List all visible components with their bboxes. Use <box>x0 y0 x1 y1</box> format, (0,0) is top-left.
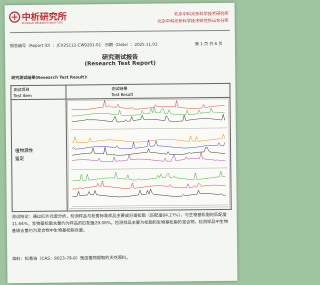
spectra-cell <box>66 97 231 211</box>
spectra-image <box>67 98 231 210</box>
header-en: Test Item <box>13 93 65 99</box>
header-rule <box>10 30 230 33</box>
subtitle: (Research Test Report) <box>5 60 235 68</box>
conclusion: 染料：松香油（CAS：8023-79-8）是由植物提取的天然原料。 <box>12 253 232 262</box>
header-en: Test Result <box>111 91 229 97</box>
report-date: 日期（Date）：2025.11.01 <box>105 42 158 48</box>
branch-name: 北京中科光析科学技术研究所山东分所 <box>157 18 228 25</box>
logo-icon <box>9 11 21 23</box>
row-label-cell: 植物源性鉴定 <box>11 99 67 212</box>
report-id: 报告编号（Report ID）：JCX25112-CW9201-01 <box>10 42 101 48</box>
row-label: 植物源性鉴定 <box>15 147 35 163</box>
page: 中析研究所 ZHONGXI RESEARCH INSTITUTE 北京中科光析科… <box>0 0 243 285</box>
spectrum-part <box>68 99 230 209</box>
conclusion: 测试结论：通过红外光谱分析，检测样品与松香标准样品主要成分是松脂（匹配度84.2… <box>12 211 232 234</box>
page-number: 第 1 页 共 6 页 <box>195 41 223 46</box>
logo-subtitle: ZHONGXI RESEARCH INSTITUTE <box>22 22 63 25</box>
institute-name: 北京中科光析科学技术研究所 <box>174 11 229 18</box>
section-label: 研究测试结果(Research Test Result): <box>11 74 87 80</box>
report-paper: 中析研究所 ZHONGXI RESEARCH INSTITUTE 北京中科光析科… <box>5 3 238 283</box>
